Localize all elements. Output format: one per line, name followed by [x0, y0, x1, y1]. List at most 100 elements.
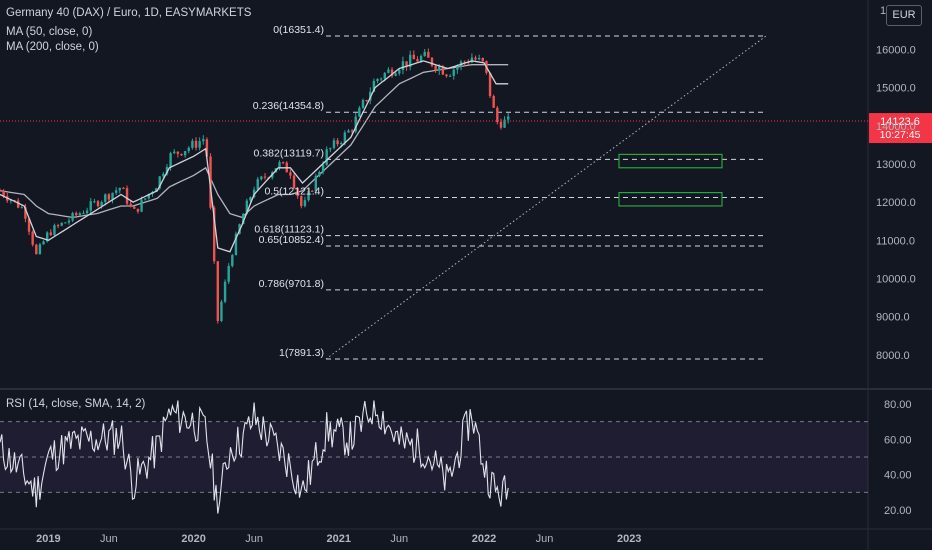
candle-body	[71, 212, 74, 221]
rsi-tick-label: 80.00	[884, 399, 912, 411]
fib-level-label: 0(16351.4)	[273, 24, 324, 36]
candle-body	[463, 61, 466, 63]
candle-body	[434, 65, 437, 71]
time-tick-label: 2019	[36, 533, 60, 545]
fib-level-label: 0.382(13119.7)	[254, 147, 324, 159]
candle-body	[31, 231, 34, 245]
candle-body	[245, 200, 249, 215]
candle-body	[438, 66, 441, 71]
candle-body	[140, 199, 143, 212]
candle-body	[176, 151, 180, 154]
candle-body	[507, 116, 510, 120]
price-tick-label: 12000.0	[876, 197, 916, 209]
candle-body	[477, 57, 481, 60]
ma50-legend[interactable]: MA (50, close, 0)	[6, 26, 93, 38]
ma200-legend[interactable]: MA (200, close, 0)	[6, 41, 99, 53]
candle-body	[234, 233, 238, 256]
candle-body	[122, 187, 125, 189]
candle-body	[474, 57, 477, 60]
candle-body	[343, 132, 347, 144]
candle-body	[300, 196, 303, 207]
candle-body	[93, 201, 96, 203]
candle-body	[194, 140, 198, 148]
candle-body	[398, 70, 401, 74]
candle-body	[427, 51, 430, 58]
candle-body	[325, 149, 328, 165]
candle-body	[263, 176, 267, 178]
candle-body	[216, 261, 219, 321]
rsi-tick-label: 60.00	[884, 434, 912, 446]
candle-body	[456, 66, 459, 70]
support-zones[interactable]	[618, 153, 723, 207]
candle-body	[49, 232, 53, 236]
candle-body	[231, 255, 234, 266]
candle-body	[321, 164, 325, 173]
fib-level-label: 0.618(11123.1)	[254, 224, 324, 236]
candle-body	[376, 78, 379, 81]
candle-body	[379, 78, 383, 80]
candle-body	[85, 210, 89, 214]
price-tick-label: 10000.0	[876, 273, 916, 285]
candle-body	[64, 222, 67, 224]
candle-body	[82, 213, 85, 215]
candle-body	[42, 241, 45, 245]
symbol-title[interactable]: Germany 40 (DAX) / Euro, 1D, EASYMARKETS	[6, 7, 252, 19]
candle-body	[133, 206, 136, 209]
candle-body	[354, 116, 357, 132]
candle-body	[452, 69, 455, 76]
ma200-line	[0, 64, 509, 219]
candle-body	[347, 130, 350, 133]
candle-body	[183, 151, 187, 156]
candle-body	[125, 188, 129, 204]
candle-body	[212, 207, 216, 262]
candle-body	[329, 148, 332, 150]
candle-body	[20, 207, 23, 209]
candle-body	[100, 201, 103, 207]
candle-body	[310, 190, 314, 192]
fib-level-label: 0.786(9701.8)	[259, 278, 324, 290]
rsi-tick-label: 20.00	[884, 505, 912, 517]
candle-body	[394, 73, 397, 76]
candle-body	[488, 72, 492, 97]
candle-body	[390, 69, 394, 76]
candle-body	[227, 265, 230, 282]
candle-body	[209, 156, 212, 208]
candle-body	[496, 107, 499, 122]
candle-body	[2, 190, 5, 197]
rsi-legend[interactable]: RSI (14, close, SMA, 14, 2)	[6, 398, 146, 410]
currency-button[interactable]: EUR	[886, 5, 922, 26]
candle-body	[202, 139, 205, 142]
fib-labels: 0(16351.4) 0.236(14354.8) 0.382(13119.7) 0.…	[253, 24, 324, 359]
last-price-badge	[869, 113, 932, 144]
candle-body	[144, 198, 147, 200]
rsi-pane[interactable]	[0, 400, 868, 514]
candle-body	[492, 96, 495, 108]
trendline[interactable]	[325, 35, 767, 360]
candle-body	[96, 201, 100, 207]
candle-body	[336, 140, 339, 145]
candle-body	[220, 301, 223, 321]
candle-body	[470, 57, 474, 63]
candle-body	[292, 175, 296, 188]
candle-body	[104, 194, 107, 202]
candle-body	[281, 162, 285, 164]
price-tick-label: 15000.0	[876, 83, 916, 95]
candle-body	[249, 197, 252, 201]
trendline-dotted	[325, 35, 767, 360]
candle-body	[107, 194, 111, 200]
candle-body	[401, 61, 405, 71]
fib-level-label: 0.236(14354.8)	[253, 100, 324, 112]
candle-body	[0, 190, 2, 192]
candle-body	[158, 176, 161, 189]
candle-body	[289, 172, 292, 176]
fib-level-label: 0.5(12121.4)	[264, 185, 324, 197]
candle-body	[405, 61, 408, 67]
fib-level-label: 0.65(10852.4)	[259, 234, 324, 246]
time-tick-label: 2022	[472, 533, 496, 545]
candle-body	[252, 189, 256, 198]
candle-body	[38, 244, 42, 255]
candle-body	[423, 51, 426, 57]
candle-body	[419, 56, 423, 62]
